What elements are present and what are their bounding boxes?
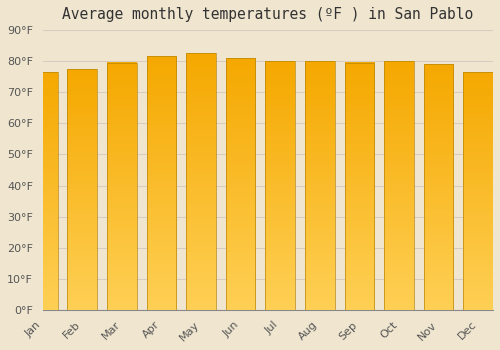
Bar [107, 63, 136, 310]
Bar [464, 72, 493, 310]
Bar [424, 64, 454, 310]
Bar [68, 69, 97, 310]
Bar [146, 56, 176, 310]
Title: Average monthly temperatures (ºF ) in San Pablo: Average monthly temperatures (ºF ) in Sa… [62, 7, 474, 22]
Bar [266, 61, 295, 310]
Bar [28, 72, 58, 310]
Bar [305, 61, 334, 310]
Bar [344, 63, 374, 310]
Bar [186, 54, 216, 310]
Bar [384, 61, 414, 310]
Bar [226, 58, 256, 310]
